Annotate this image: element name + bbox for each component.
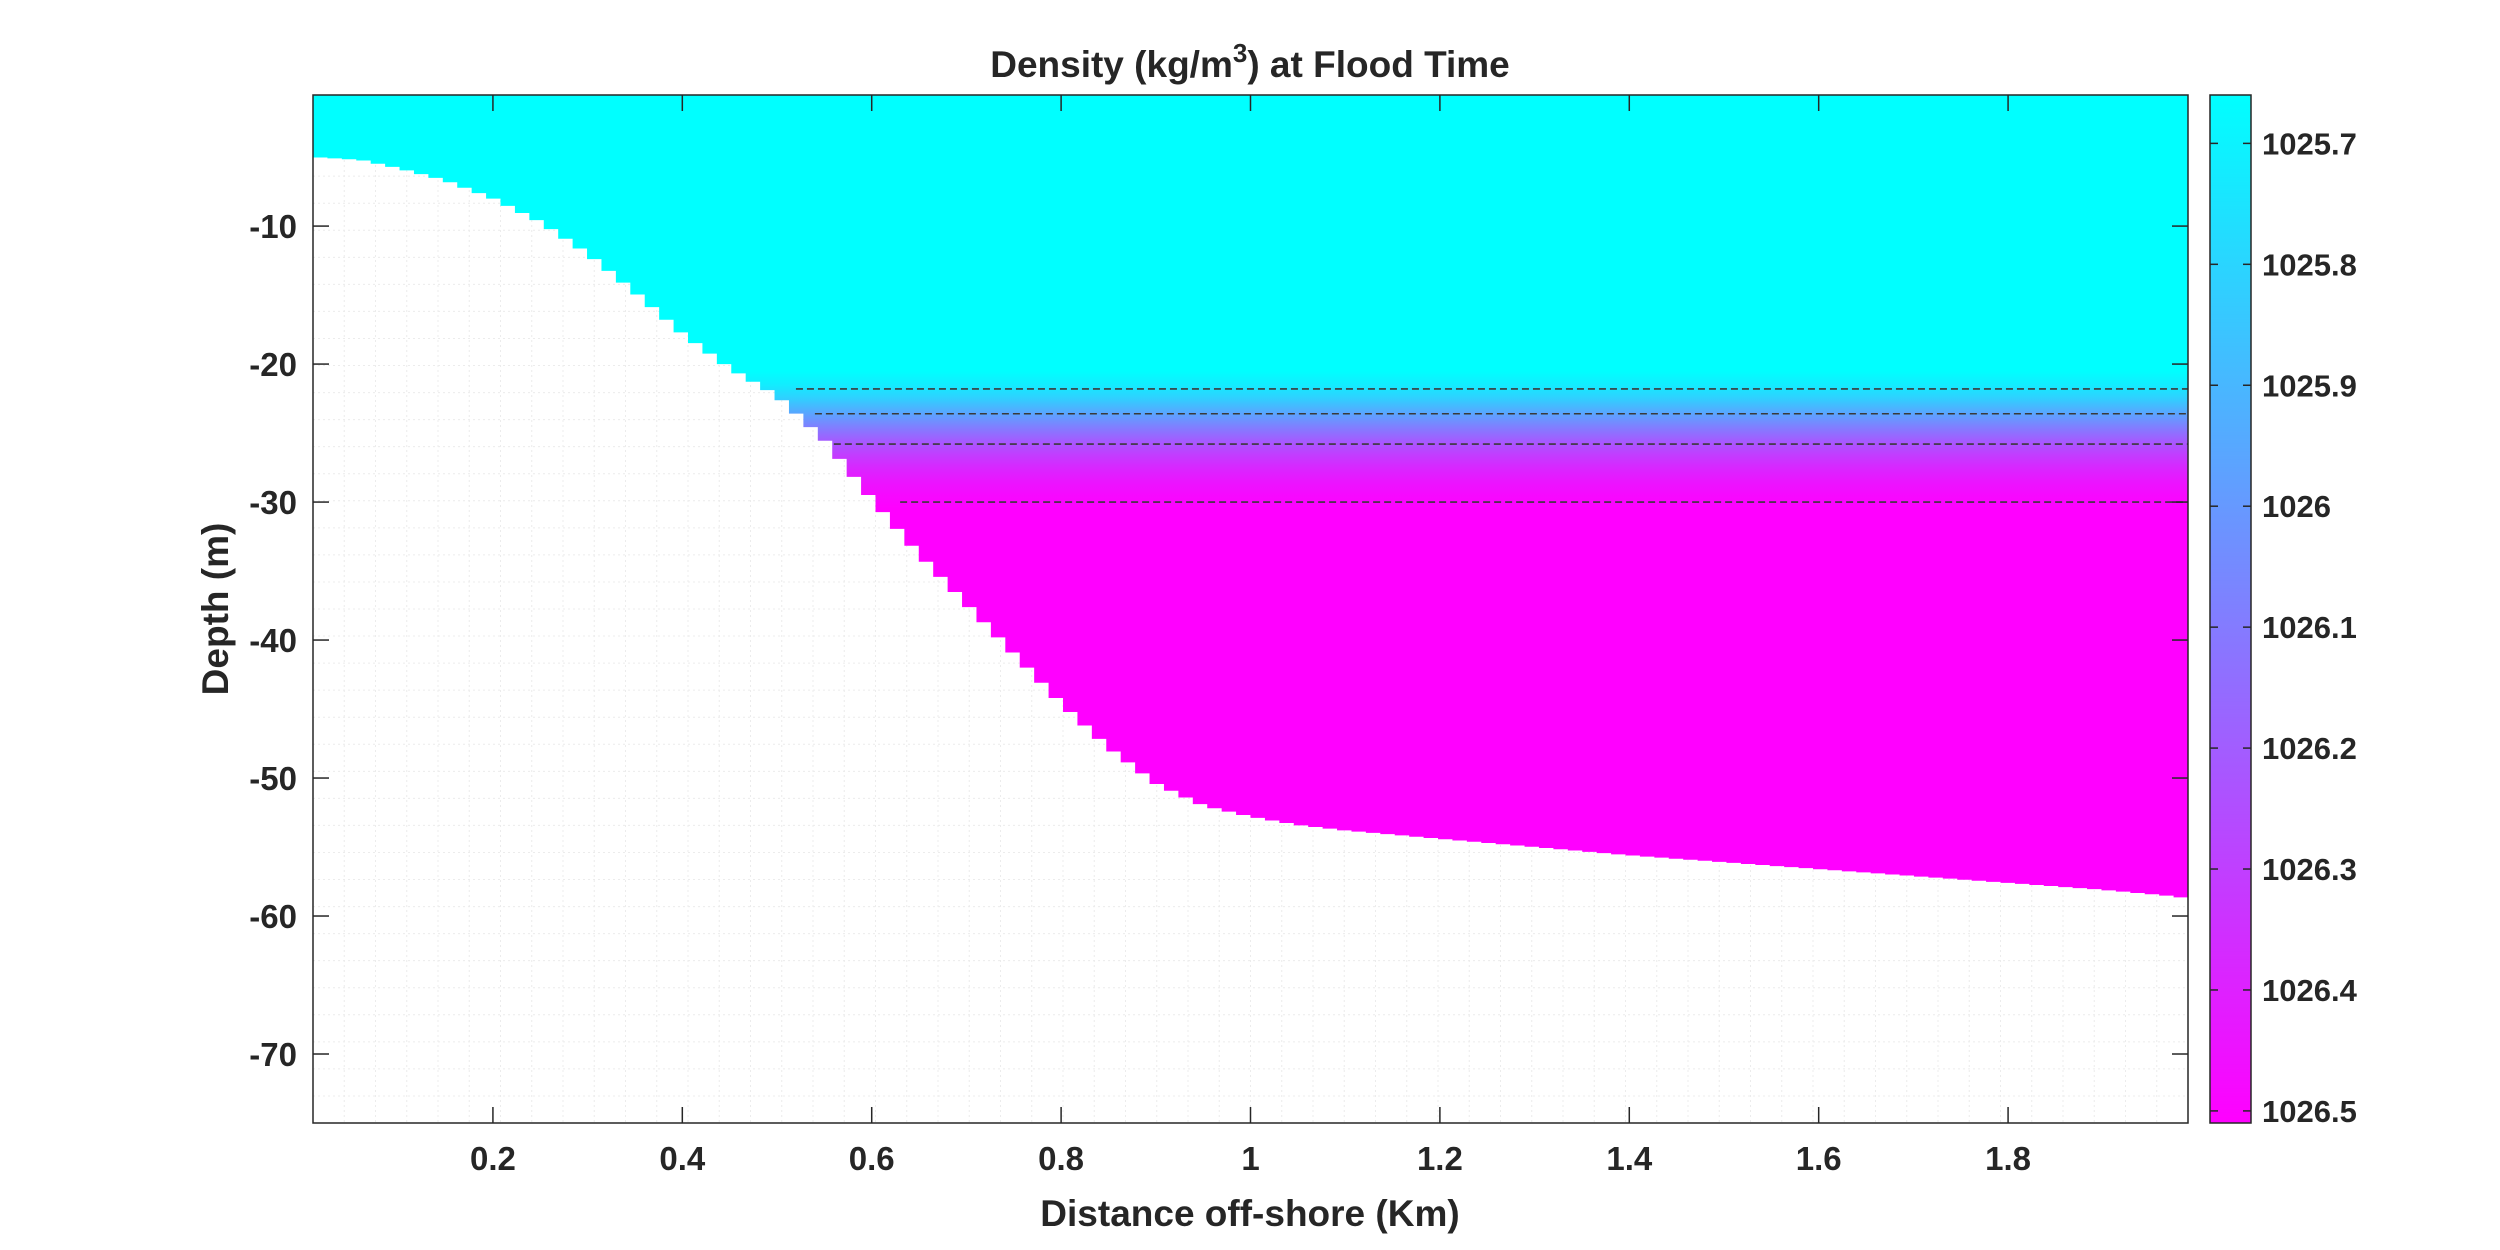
y-axis-label: Depth (m) (195, 523, 236, 696)
y-tick-label: -70 (249, 1036, 297, 1073)
colorbar-gradient (2209, 94, 2252, 1124)
colorbar-tick-label: 1026.2 (2262, 731, 2357, 766)
chart-title: Density (kg/m3) at Flood Time (990, 38, 1510, 85)
x-tick-label: 1.2 (1417, 1140, 1463, 1177)
x-tick-label: 1.4 (1606, 1140, 1653, 1177)
density-contours (795, 388, 2188, 503)
x-axis-label: Distance off-shore (Km) (1040, 1193, 1459, 1234)
plot-area: 0.2 0.4 0.6 0.8 1 1.2 1.4 1.6 1.8 -10 -20 -30 -40 -5… (249, 94, 2189, 1177)
x-axis-ticks: 0.2 0.4 0.6 0.8 1 1.2 1.4 1.6 1.8 (470, 95, 2031, 1177)
x-tick-label: 1.6 (1796, 1140, 1842, 1177)
density-field (313, 95, 2188, 898)
title-main: Density (kg/m (990, 44, 1233, 85)
y-tick-label: -50 (249, 760, 297, 797)
y-tick-label: -30 (249, 484, 297, 521)
x-tick-label: 0.8 (1038, 1140, 1084, 1177)
x-tick-label: 0.4 (659, 1140, 706, 1177)
colorbar-tick-label: 1026.1 (2262, 610, 2357, 645)
colorbar-tick-label: 1026 (2262, 489, 2331, 524)
x-tick-label: 0.2 (470, 1140, 516, 1177)
y-tick-label: -10 (249, 208, 297, 245)
x-tick-label: 0.6 (849, 1140, 895, 1177)
water-column-field (313, 95, 2188, 898)
colorbar-tick-label: 1025.7 (2262, 126, 2357, 161)
colorbar-tick-label: 1025.8 (2262, 247, 2357, 282)
colorbar-ticks: 1025.7 1025.8 1025.9 1026 1026.1 1026.2 1026.3… (2210, 126, 2358, 1129)
y-axis-ticks: -10 -20 -30 -40 -50 -60 -70 (249, 208, 2188, 1073)
y-tick-label: -20 (249, 346, 297, 383)
y-tick-label: -40 (249, 622, 297, 659)
title-tail: ) at Flood Time (1247, 44, 1509, 85)
x-tick-label: 1 (1241, 1140, 1259, 1177)
y-tick-label: -60 (249, 898, 297, 935)
colorbar-tick-label: 1025.9 (2262, 368, 2357, 403)
colorbar-tick-label: 1026.3 (2262, 852, 2357, 887)
title-superscript: 3 (1233, 38, 1247, 68)
colorbar-tick-label: 1026.5 (2262, 1094, 2357, 1129)
x-tick-label: 1.8 (1985, 1140, 2031, 1177)
colorbar: 1025.7 1025.8 1025.9 1026 1026.1 1026.2 1026.3… (2209, 94, 2358, 1129)
colorbar-tick-label: 1026.4 (2262, 973, 2358, 1008)
